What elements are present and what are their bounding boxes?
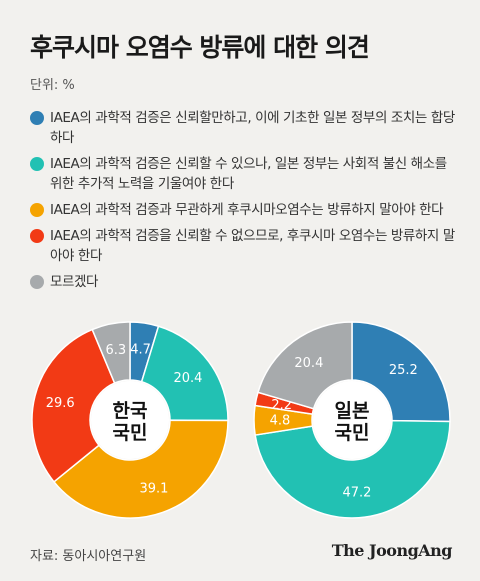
donut-center-label: 국민	[113, 422, 148, 444]
donut-slice	[351, 321, 451, 423]
legend-item: 모르겠다	[30, 272, 460, 292]
legend-label: IAEA의 과학적 검증은 신뢰할 수 있으나, 일본 정부는 사회적 불신 해…	[50, 156, 447, 192]
publisher-logo: The JoongAng	[331, 541, 453, 560]
donut-slice	[91, 321, 131, 385]
slice-value-label: 39.1	[139, 481, 168, 496]
legend-item: IAEA의 과학적 검증을 신뢰할 수 없으므로, 후쿠시마 오염수는 방류하지…	[30, 226, 460, 266]
donut-slice	[31, 328, 116, 483]
legend-dot-icon	[30, 275, 44, 289]
legend-label: 모르겠다	[50, 274, 99, 290]
legend-item: IAEA의 과학적 검증은 신뢰할 수 있으나, 일본 정부는 사회적 불신 해…	[30, 154, 460, 194]
donut-slice	[140, 325, 229, 422]
legend-dot-icon	[30, 111, 44, 125]
donut-center-label: 일본	[335, 400, 370, 422]
legend-item: IAEA의 과학적 검증과 무관하게 후쿠시마오염수는 방류하지 말아야 한다	[30, 200, 460, 220]
japan-donut-chart: 25.2 47.2 4.8 2.2 20.4 일본 국민	[252, 320, 452, 520]
legend: IAEA의 과학적 검증은 신뢰할만하고, 이에 기초한 일본 정부의 조치는 …	[30, 108, 460, 298]
slice-value-label: 2.2	[271, 398, 292, 413]
unit-label: 단위: %	[30, 78, 75, 93]
korea-donut-chart: 4.7 20.4 39.1 29.6 6.3 한국 국민	[30, 320, 230, 520]
slice-value-label: 25.2	[389, 363, 418, 378]
donut-center	[313, 381, 391, 459]
slice-value-label: 20.4	[173, 371, 202, 386]
slice-value-label: 4.8	[270, 414, 291, 429]
donut-center	[91, 381, 169, 459]
legend-label: IAEA의 과학적 검증은 신뢰할만하고, 이에 기초한 일본 정부의 조치는 …	[50, 110, 455, 146]
donut-center-label: 국민	[335, 422, 370, 444]
source-note: 자료: 동아시아연구원	[30, 549, 147, 564]
chart-title: 후쿠시마 오염수 방류에 대한 의견	[30, 33, 370, 62]
slice-value-label: 29.6	[46, 396, 75, 411]
slice-value-label: 47.2	[343, 485, 372, 500]
slice-value-label: 4.7	[130, 342, 151, 357]
legend-item: IAEA의 과학적 검증은 신뢰할만하고, 이에 기초한 일본 정부의 조치는 …	[30, 108, 460, 148]
donut-center-label: 한국	[113, 400, 148, 422]
slice-value-label: 6.3	[106, 343, 127, 358]
legend-label: IAEA의 과학적 검증과 무관하게 후쿠시마오염수는 방류하지 말아야 한다	[50, 202, 444, 218]
legend-dot-icon	[30, 157, 44, 171]
legend-label: IAEA의 과학적 검증을 신뢰할 수 없으므로, 후쿠시마 오염수는 방류하지…	[50, 228, 455, 264]
legend-dot-icon	[30, 203, 44, 217]
donut-slice	[52, 419, 229, 519]
donut-slice	[254, 419, 451, 519]
legend-dot-icon	[30, 229, 44, 243]
slice-value-label: 20.4	[294, 356, 323, 371]
donut-slice	[257, 321, 353, 410]
